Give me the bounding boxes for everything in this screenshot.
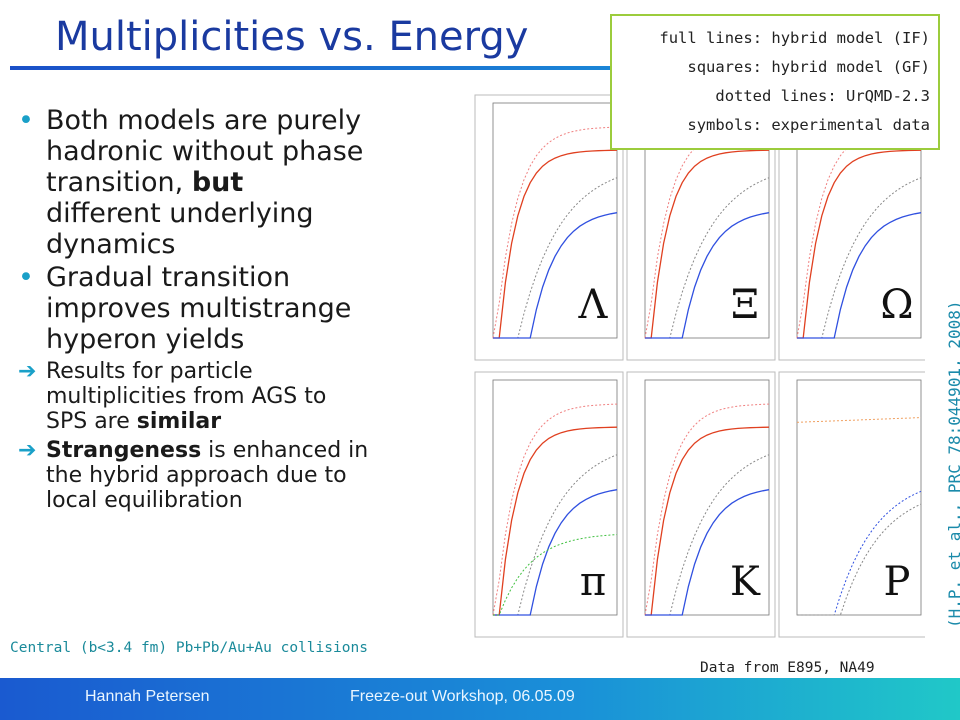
text: dynamics [46,229,176,260]
bullet-marker: • [18,262,34,293]
plot-frame [492,379,618,616]
plot-curve [492,126,618,339]
panel-frame [474,94,624,361]
footer-event: Freeze-out Workshop, 06.05.09 [350,688,575,705]
text: the hybrid approach due to [46,463,347,488]
bullet-line: local equilibration [46,488,458,513]
source: Data from E895, NA49 [700,660,875,676]
text: Both models are purely [46,105,362,136]
panel-frame [778,371,925,638]
plot-curve [493,212,618,339]
slide-title: Multiplicities vs. Energy [55,14,529,60]
plot-curve [493,426,618,616]
legend-line: dotted lines: UrQMD-2.3 [715,87,930,105]
legend-line: symbols: experimental data [687,116,930,134]
panel-label: K [730,559,761,605]
bullet-line: dynamics [46,229,458,260]
plot-curve [492,403,618,616]
text: hadronic without phase [46,136,364,167]
panel-label: P [884,559,911,605]
legend-box: full lines: hybrid model (IF) squares: h… [610,14,940,150]
bold-text: but [191,167,244,198]
plot-frame [492,102,618,339]
panel-label: π [580,559,606,605]
plot-curve [493,534,618,616]
panel-label: Λ [578,282,609,328]
legend-line: squares: hybrid model (GF) [687,58,930,76]
plot-frame [796,379,922,616]
bullet-line: improves multistrange [46,293,458,324]
bullet: • Gradual transition improves multistrange… [18,262,458,355]
plot-curve [797,212,922,339]
note: Central (b<3.4 fm) Pb+Pb/Au+Au collision… [10,640,368,656]
ref-text: (H.P. et al., [945,502,960,628]
bullet-marker: • [18,105,34,136]
plot-curve [645,426,770,616]
plot-curve [493,489,618,616]
ref-text: , 2008) [945,300,960,367]
ref-link[interactable]: PRC 78:044901 [945,367,960,494]
bullet-line: Gradual transition [46,262,458,293]
plot-grid: Λ Ξ Ωπ K P [474,94,925,638]
text: Results for particle [46,359,253,384]
bullet-marker: ➔ [18,359,37,384]
plot-frame [644,379,770,616]
plot-panel: Λ [474,94,624,361]
text: improves multistrange [46,293,352,324]
plot-curve [796,417,922,423]
footer: Hannah Petersen Freeze-out Workshop, 06.… [0,678,960,720]
bullet-line: hyperon yields [46,324,458,355]
reference: (H.P. et al., PRC 78:044901, 2008) [945,300,960,628]
bullet: • Both models are purely hadronic without … [18,105,458,260]
bullet-line: Strangeness is enhanced in [46,438,458,463]
plot-curve [645,149,770,339]
plot-panel: π [474,371,624,638]
plot-curve [797,503,922,616]
bold-text: similar [136,409,222,434]
bullet: ➔ Strangeness is enhanced in the hybrid ap… [18,438,458,513]
panel-label: Ξ [731,282,759,328]
text: transition, [46,167,192,198]
bullet-line: transition, but [46,167,458,198]
legend-line: full lines: hybrid model (IF) [659,29,930,47]
panel-label: Ω [880,282,913,328]
bullet-line: Results for particle [46,359,458,384]
bullet-line: different underlying [46,198,458,229]
bullet-list: • Both models are purely hadronic without … [18,105,458,515]
plot-curve [797,149,922,339]
bullet-marker: ➔ [18,438,37,463]
plot-curve [493,149,618,339]
plot-panel: P [778,371,925,638]
text: is enhanced in [201,438,369,463]
plot-curve [645,489,770,616]
bullet-line: Both models are purely [46,105,458,136]
bullet-line: multiplicities from AGS to [46,384,458,409]
bullet-line: SPS are similar [46,409,458,434]
panel-frame [626,371,776,638]
text: multiplicities from AGS to [46,384,327,409]
plot-panel: K [626,371,776,638]
panel-frame [474,371,624,638]
bullet-line: the hybrid approach due to [46,463,458,488]
text: Gradual transition [46,262,291,293]
bullet: ➔ Results for particle multiplicities from… [18,359,458,434]
text: SPS are [46,409,137,434]
plot-curve [644,403,770,616]
text: different underlying [46,198,314,229]
footer-author: Hannah Petersen [85,688,210,705]
title-rule [10,66,940,70]
bold-text: Strangeness [46,438,202,463]
text: hyperon yields [46,324,245,355]
bullet-line: hadronic without phase [46,136,458,167]
plot-curve [645,212,770,339]
text: local equilibration [46,488,243,513]
